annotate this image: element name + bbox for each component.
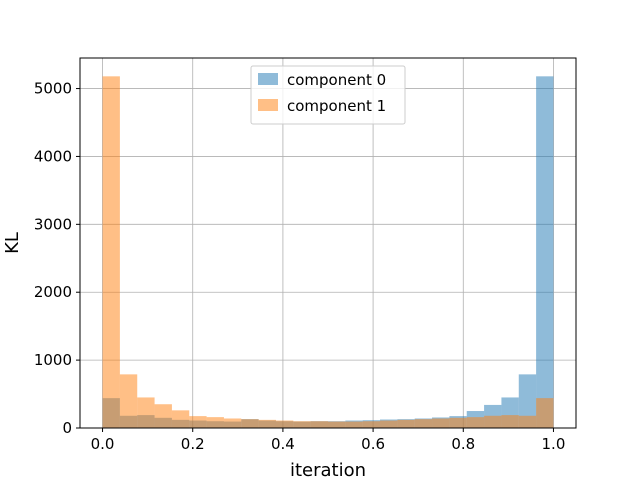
bar-component-1 [102, 76, 120, 429]
legend-label-component-0: component 0 [287, 71, 386, 89]
bar-component-1 [328, 421, 346, 428]
bar-component-1 [362, 421, 381, 428]
bar-component-1 [137, 397, 155, 428]
bar-component-1 [223, 418, 242, 428]
x-tick-label: 0.0 [91, 435, 115, 453]
y-tick-label: 2000 [34, 283, 72, 301]
bar-component-1 [154, 404, 172, 428]
bar-component-1 [414, 419, 433, 428]
bar-component-1 [310, 421, 328, 428]
bar-component-1 [241, 419, 259, 428]
y-tick-label: 0 [62, 419, 72, 437]
plot-frame [79, 57, 577, 429]
y-tick-label: 4000 [34, 147, 72, 165]
bar-component-1 [449, 417, 467, 428]
ticks: 0.0 0.2 0.4 0.6 0.8 1.0 0 1000 2000 3000 4000 5000 [34, 80, 566, 453]
x-tick-label: 0.2 [181, 435, 205, 453]
bar-component-1 [206, 417, 224, 428]
legend-label-component-1: component 1 [287, 97, 386, 115]
bar-component-1 [466, 417, 485, 428]
y-axis-title: KL [2, 232, 23, 254]
bar-component-1 [397, 419, 415, 428]
bar-component-1 [293, 421, 311, 428]
x-tick-label: 0.8 [451, 435, 475, 453]
x-tick-label: 0.4 [271, 435, 295, 453]
bar-component-0 [518, 374, 537, 428]
x-tick-label: 1.0 [542, 435, 566, 453]
legend-swatch-component-0 [258, 73, 278, 85]
legend-box [250, 65, 406, 125]
x-axis-title: iteration [290, 460, 366, 480]
bars [102, 76, 554, 429]
bar-component-1 [258, 419, 276, 428]
y-tick-label: 3000 [34, 215, 72, 233]
x-tick-label: 0.6 [361, 435, 385, 453]
bar-component-1 [432, 418, 450, 428]
bar-component-1 [536, 398, 554, 428]
legend-swatch-component-1 [258, 99, 278, 111]
bar-component-1 [501, 415, 519, 428]
legend: component 0 component 1 [250, 65, 406, 125]
bar-component-1 [484, 415, 502, 428]
bar-component-1 [171, 410, 190, 428]
bar-component-1 [518, 415, 537, 428]
bar-component-1 [345, 421, 363, 428]
bar-component-1 [275, 420, 294, 428]
bar-component-1 [119, 374, 138, 428]
bar-component-1 [189, 416, 207, 428]
bar-component-0 [536, 76, 554, 429]
y-tick-label: 1000 [34, 351, 72, 369]
bar-component-1 [380, 420, 398, 428]
y-tick-label: 5000 [34, 80, 72, 98]
